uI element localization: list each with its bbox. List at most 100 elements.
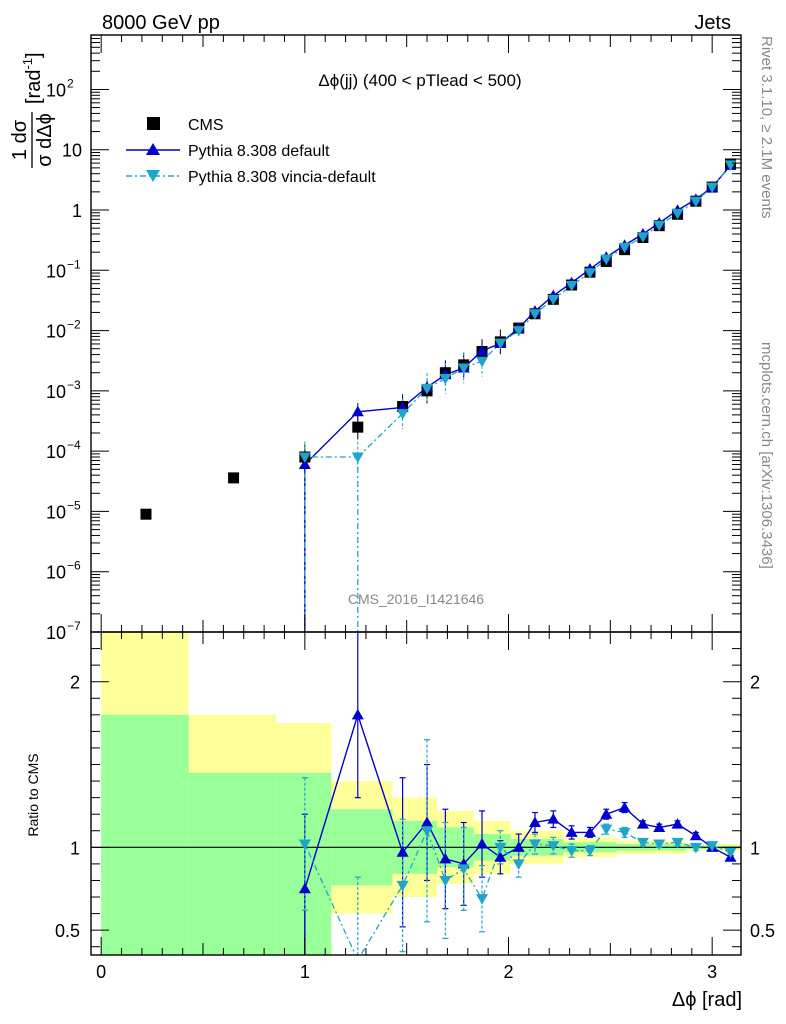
pythia-ratio-point [547, 813, 560, 824]
legend-vincia-label: Pythia 8.308 vincia-default [188, 169, 376, 186]
pythia-main-line [304, 164, 732, 632]
y-tick-label: 10 [46, 502, 66, 522]
pythia-ratio-point [565, 826, 578, 837]
pythia-ratio-point [351, 708, 364, 720]
vincia-main-line-low [304, 456, 359, 632]
pythia-ratio-point [298, 882, 311, 894]
ratio-y-tick-label-right: 2 [750, 673, 760, 693]
pythia-point [476, 344, 489, 356]
y-tick-exponent: −7 [67, 619, 81, 633]
main-y-axis-label: 1 dσ σ dΔϕ [rad-1] [9, 52, 56, 168]
y-tick-exponent: −6 [67, 559, 81, 573]
collision-label: 8000 GeV pp [102, 12, 220, 34]
y-tick-label: 10 [46, 563, 66, 583]
vincia-ratio-point [636, 837, 649, 849]
y-tick-exponent: −4 [67, 438, 81, 452]
y-label-unit-exponent: -1 [20, 58, 35, 70]
axis-ticks [91, 34, 741, 955]
pythia-point [351, 405, 364, 417]
vincia-ratio-point [439, 875, 452, 887]
cms-point [352, 421, 364, 433]
legend-pythia-marker [146, 143, 160, 155]
ratio-y-tick-label: 2 [70, 673, 80, 693]
x-tick-label: 3 [707, 962, 717, 982]
analysis-watermark: CMS_2016_I1421646 [348, 591, 484, 607]
y-tick-exponent: 2 [67, 76, 74, 90]
main-series [140, 158, 737, 632]
vincia-ratio-point [298, 839, 311, 851]
legend-pythia-label: Pythia 8.308 default [188, 143, 330, 160]
vincia-ratio-point [396, 880, 409, 892]
y-label-unit: [rad-1] [20, 52, 45, 104]
pythia-ratio-point [618, 801, 631, 813]
pythia-ratio-point [653, 821, 666, 832]
y-label-unit-close: ] [23, 52, 45, 58]
mcplots-label: mcplots.cern.ch [arXiv:1306.3436] [758, 342, 775, 569]
vincia-ratio-point [583, 846, 596, 857]
ratio-y-tick-label-right: 1 [750, 838, 760, 858]
vincia-ratio-point [653, 839, 666, 851]
vincia-point [494, 338, 507, 350]
vincia-point [421, 383, 434, 395]
vincia-ratio-point [352, 955, 364, 966]
y-tick-exponent: −1 [67, 257, 81, 271]
vincia-point [671, 208, 684, 220]
vincia-point [457, 363, 470, 374]
y-tick-label: 10 [46, 382, 66, 402]
vincia-ratio-point [512, 859, 525, 870]
chart-title: Δϕ(jj) (400 < pTlead < 500) [318, 71, 521, 90]
vincia-point [618, 242, 631, 254]
y-tick-label: 1 [72, 201, 82, 221]
vincia-point [298, 452, 311, 463]
pythia-ratio-point [476, 838, 489, 849]
pythia-ratio-point [439, 852, 452, 864]
vincia-point [512, 326, 525, 337]
vincia-ratio-point [421, 826, 434, 837]
vincia-point [636, 232, 649, 243]
y-tick-label: 10 [46, 261, 66, 281]
y-label-denominator: σ dΔϕ [34, 113, 56, 167]
pythia-ratio-line [304, 712, 731, 955]
vincia-main-line [357, 164, 731, 458]
band-inner-0 [101, 714, 189, 955]
pythia-ratio-point [512, 841, 525, 852]
y-label-numerator: 1 dσ [9, 119, 31, 160]
y-tick-exponent: −3 [67, 378, 81, 392]
vincia-point [476, 356, 489, 368]
vincia-point [439, 374, 452, 385]
y-tick-label: 10 [46, 623, 66, 643]
vincia-ratio-point [457, 864, 470, 875]
legend-vincia-marker [146, 170, 160, 182]
vincia-point [528, 309, 541, 320]
vincia-ratio-point [528, 839, 541, 851]
main-y-axis-label-group: 1 dσ σ dΔϕ [rad-1] [9, 52, 56, 168]
x-axis-label: Δϕ [rad] [672, 989, 742, 1011]
y-tick-label: 10 [62, 141, 82, 161]
ratio-series [298, 632, 737, 966]
pythia-ratio-point [494, 851, 507, 862]
pythia-ratio-point [600, 808, 613, 819]
band-inner-1 [188, 772, 277, 955]
vincia-point [351, 452, 364, 463]
y-tick-label: 10 [46, 322, 66, 342]
vincia-ratio-point [671, 837, 684, 849]
pythia-ratio-point [671, 818, 684, 829]
jets-label: Jets [694, 12, 731, 34]
band-inner-2 [276, 772, 332, 955]
y-tick-label: 10 [46, 80, 66, 100]
cms-point [140, 508, 152, 520]
ratio-frame [90, 631, 742, 956]
vincia-ratio-point [618, 827, 631, 839]
x-tick-label: 2 [503, 962, 513, 982]
ratio-y-tick-label-right: 0.5 [750, 921, 775, 941]
vincia-ratio-point [494, 842, 507, 854]
vincia-point [396, 409, 409, 420]
vincia-ratio-point [547, 841, 560, 852]
vincia-ratio-point [706, 841, 719, 852]
pythia-ratio-point [396, 846, 409, 857]
rivet-label: Rivet 3.1.10, ≥ 2.1M events [758, 36, 775, 219]
vincia-ratio-point [689, 842, 702, 854]
vincia-point [689, 196, 702, 208]
vincia-point [706, 182, 719, 194]
